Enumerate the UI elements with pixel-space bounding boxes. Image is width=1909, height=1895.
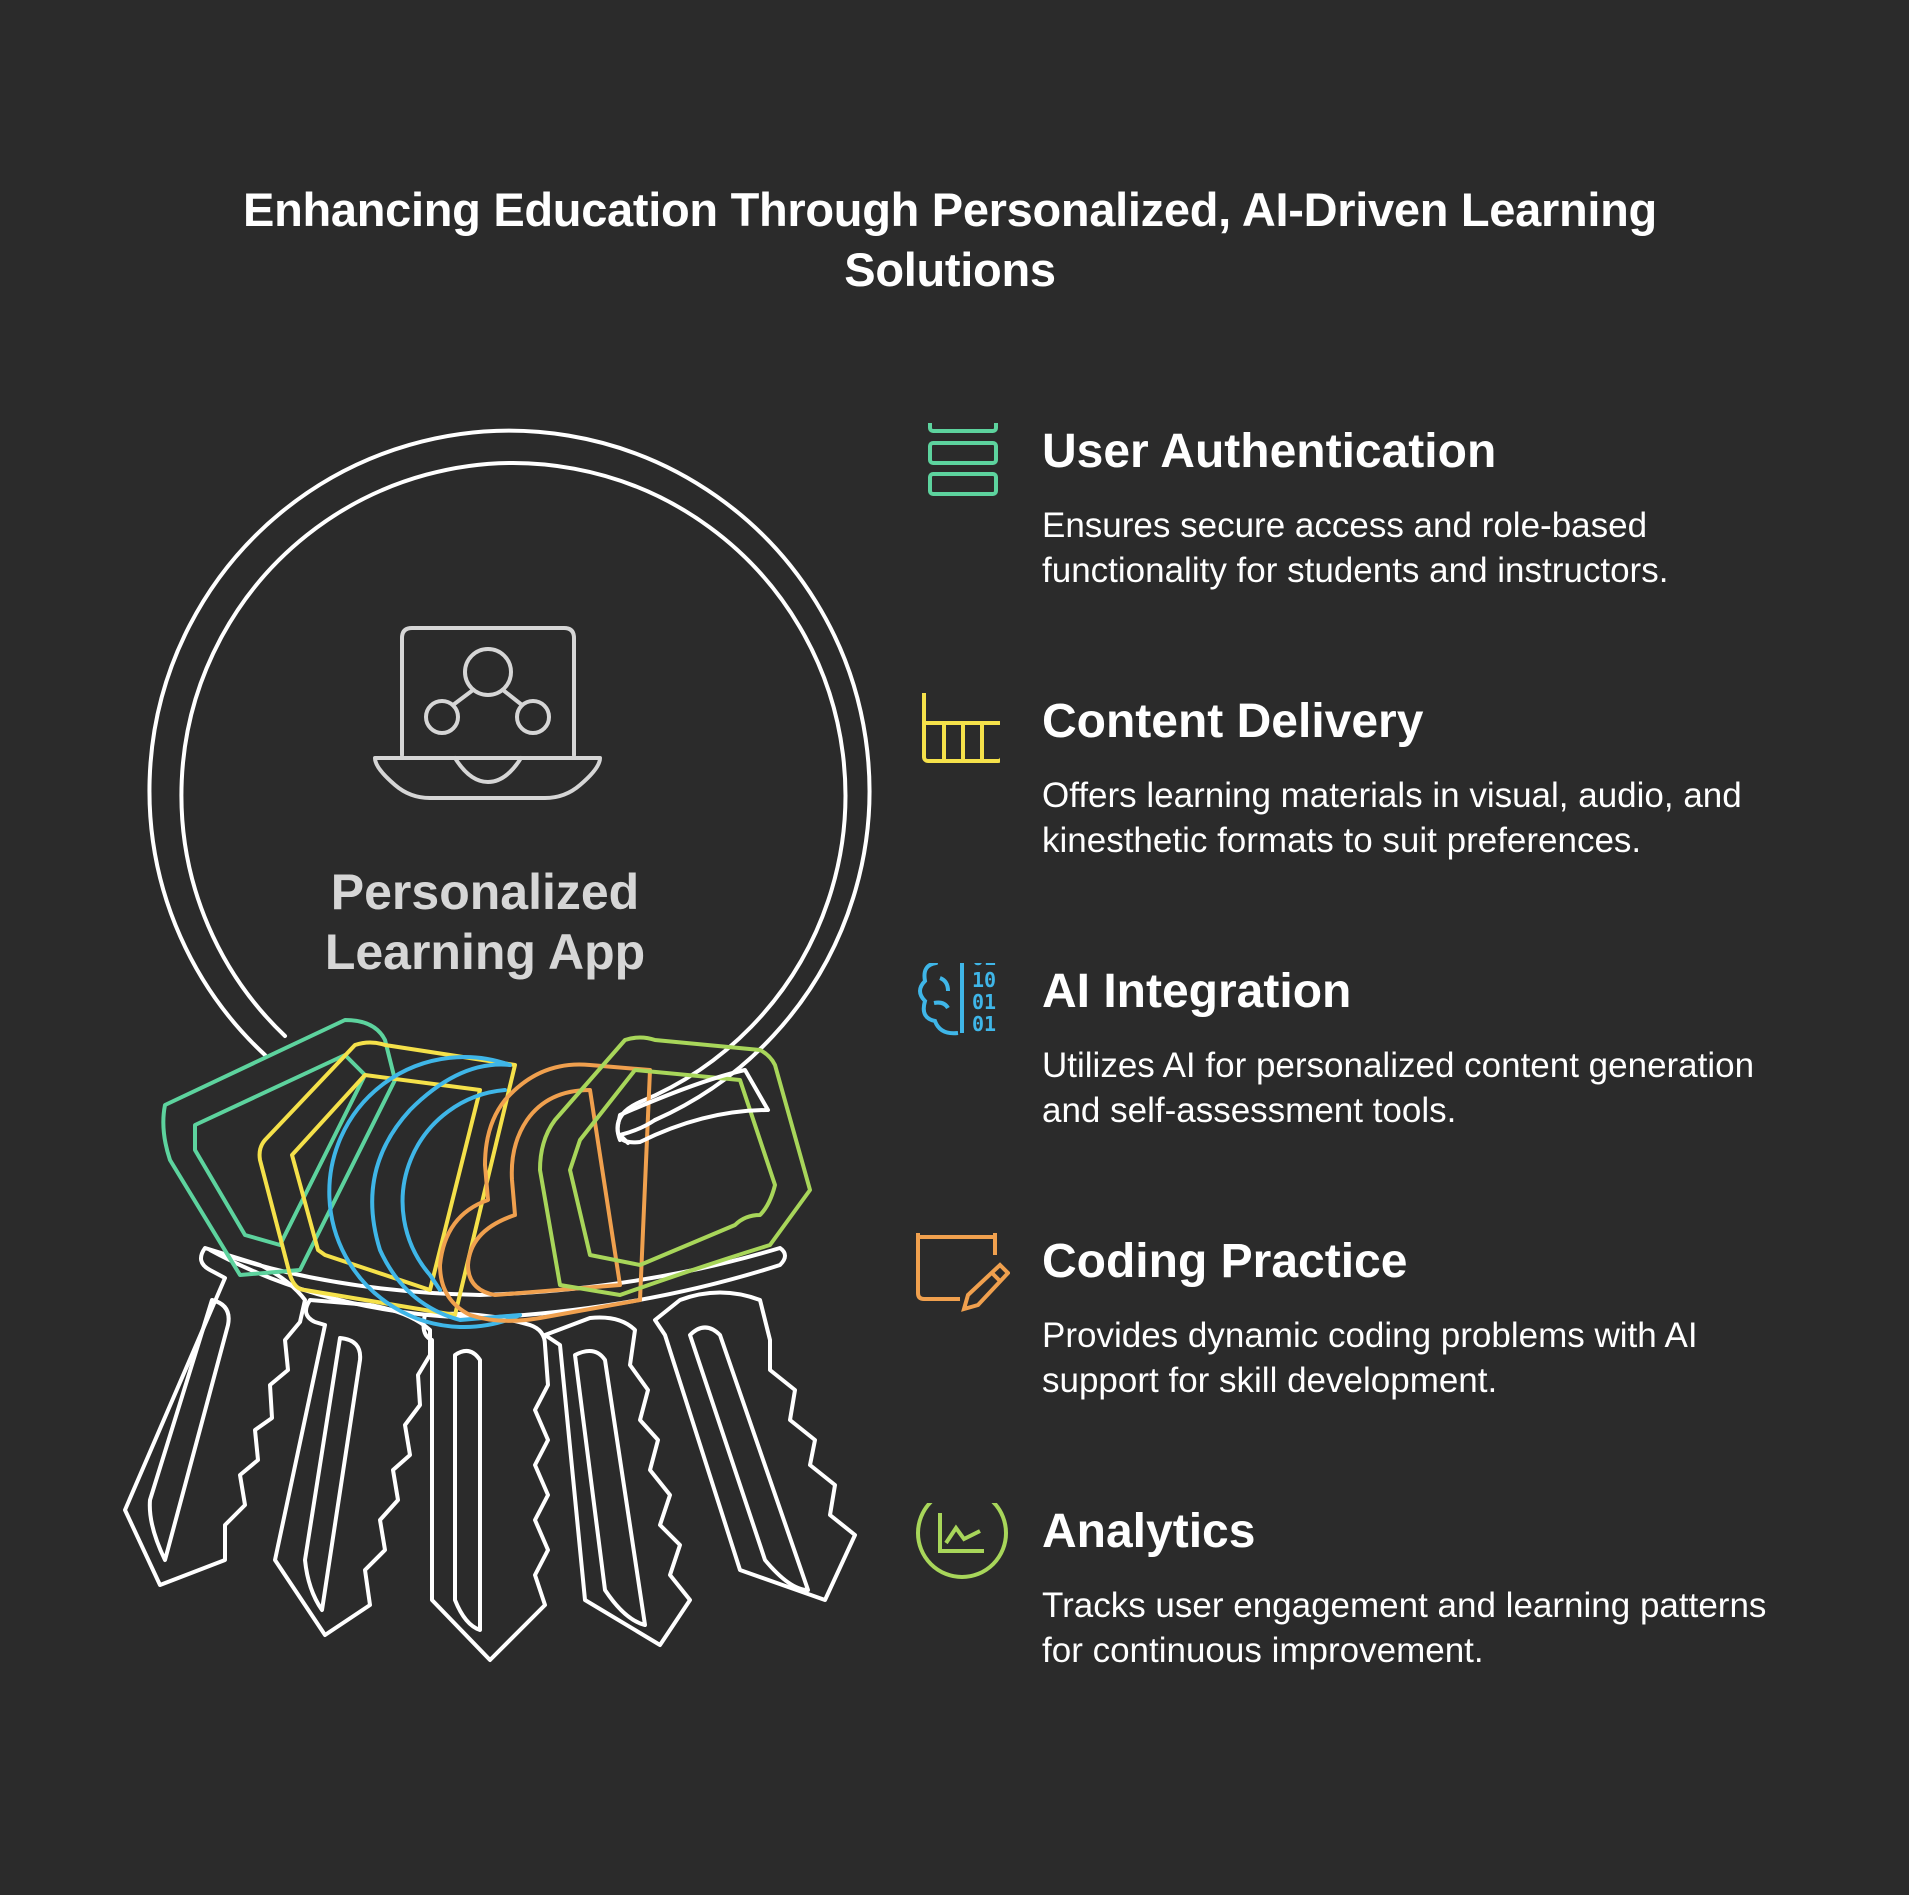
blue-tag [327,1055,522,1330]
browser-pencil-icon [916,1233,1010,1312]
colored-tags [161,1018,812,1330]
orange-tag [438,1062,652,1323]
key-5 [653,1290,857,1602]
feature-title: Coding Practice [1042,1235,1408,1288]
feature-description: Tracks user engagement and learning patt… [1042,1586,1767,1670]
feature-description: Ensures secure access and role-based fun… [1042,506,1669,590]
stacked-layers-icon [928,423,998,496]
feature-description: Utilizes AI for personalized content gen… [1042,1046,1755,1130]
lime-tag [538,1035,812,1297]
feature-title: AI Integration [1042,965,1352,1018]
svg-text:01: 01 [972,963,996,970]
yellow-tag [257,1040,517,1317]
feature-description: Offers learning materials in visual, aud… [1042,776,1742,860]
grid-panel-icon [922,693,1000,763]
feature-title: Analytics [1042,1505,1256,1558]
key-4 [543,1315,692,1647]
key-3 [421,1311,550,1662]
keys [123,1246,857,1662]
laptop-network-icon [373,626,602,800]
feature-title: User Authentication [1042,425,1497,478]
keyring-illustration [123,428,872,1662]
svg-text:01: 01 [972,1012,996,1036]
key-2 [273,1298,432,1637]
brain-binary-icon: 01 10 01 01 [918,963,996,1036]
key-1 [123,1246,307,1587]
feature-description: Provides dynamic coding problems with AI… [1042,1316,1698,1400]
ring-end [615,1068,770,1145]
feature-title: Content Delivery [1042,695,1424,748]
svg-text:10: 10 [972,968,996,992]
svg-text:01: 01 [972,990,996,1014]
key-ring [147,428,872,1122]
diagram-title: Enhancing Education Through Personalized… [243,183,1657,296]
chart-circle-icon [916,1503,1008,1579]
center-label: Personalized Learning App [324,864,646,980]
